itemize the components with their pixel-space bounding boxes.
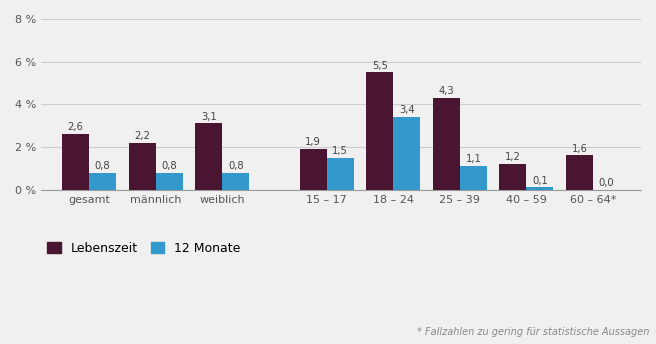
Text: 1,1: 1,1 — [465, 154, 482, 164]
Text: 5,5: 5,5 — [372, 61, 388, 71]
Bar — [155, 173, 182, 190]
Text: 0,8: 0,8 — [95, 161, 110, 171]
Text: 1,9: 1,9 — [305, 137, 321, 147]
Bar — [62, 134, 89, 190]
Bar — [433, 98, 460, 190]
Text: 0,0: 0,0 — [599, 178, 614, 188]
Bar — [366, 72, 394, 190]
Bar — [222, 173, 249, 190]
Text: * Fallzahlen zu gering für statistische Aussagen: * Fallzahlen zu gering für statistische … — [417, 327, 649, 337]
Bar — [460, 166, 487, 190]
Legend: Lebenszeit, 12 Monate: Lebenszeit, 12 Monate — [47, 242, 241, 255]
Bar — [195, 123, 222, 190]
Bar — [526, 187, 554, 190]
Text: 2,2: 2,2 — [134, 131, 150, 141]
Text: 4,3: 4,3 — [439, 86, 454, 96]
Bar — [89, 173, 116, 190]
Text: 0,1: 0,1 — [532, 176, 548, 186]
Bar — [129, 143, 155, 190]
Text: 3,4: 3,4 — [399, 105, 415, 115]
Text: 1,2: 1,2 — [505, 152, 521, 162]
Bar — [566, 155, 593, 190]
Text: 0,8: 0,8 — [228, 161, 243, 171]
Bar — [499, 164, 526, 190]
Text: 0,8: 0,8 — [161, 161, 177, 171]
Text: 1,5: 1,5 — [333, 146, 348, 156]
Text: 3,1: 3,1 — [201, 112, 216, 122]
Bar — [394, 117, 420, 190]
Text: 2,6: 2,6 — [68, 122, 83, 132]
Bar — [300, 149, 327, 190]
Text: 1,6: 1,6 — [571, 144, 587, 154]
Bar — [327, 158, 354, 190]
